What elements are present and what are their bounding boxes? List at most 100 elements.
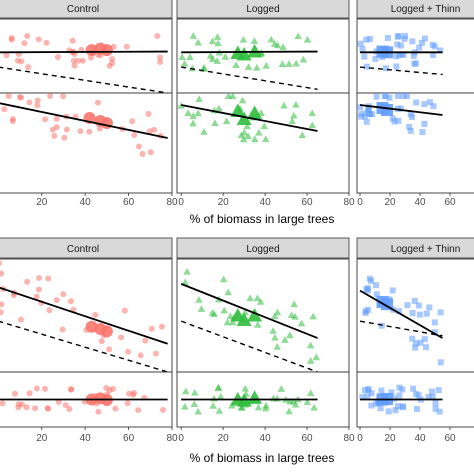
- scatter-point: [406, 124, 413, 131]
- x-tick-label: 20: [36, 433, 48, 444]
- scatter-point: [429, 393, 436, 400]
- scatter-point: [157, 58, 164, 65]
- scatter-point: [194, 407, 202, 415]
- scatter-point: [45, 275, 52, 282]
- scatter-point: [239, 35, 248, 43]
- scatter-point: [178, 53, 186, 60]
- scatter-point: [125, 348, 132, 355]
- mean-point: [236, 312, 252, 327]
- scatter-point: [208, 55, 217, 62]
- scatter-point: [214, 39, 222, 47]
- reference-dashed-line: [0, 66, 168, 94]
- mean-point: [381, 104, 393, 116]
- scatter-point: [181, 278, 189, 286]
- scatter-point: [359, 45, 366, 52]
- scatter-point: [75, 57, 82, 64]
- scatter-point: [181, 402, 189, 410]
- scatter-point: [182, 387, 190, 395]
- scatter-point: [432, 329, 439, 336]
- scatter-point: [237, 403, 246, 411]
- scatter-point: [96, 125, 103, 132]
- scatter-point: [297, 319, 306, 327]
- scatter-point: [145, 110, 152, 117]
- facet-strip: [356, 0, 474, 19]
- x-tick-label: 40: [260, 197, 272, 208]
- scatter-point: [25, 64, 32, 71]
- scatter-point: [303, 398, 312, 405]
- scatter-point: [391, 395, 398, 402]
- x-tick-label: 0: [357, 433, 363, 444]
- mean-point: [236, 47, 252, 61]
- mean-point: [247, 44, 263, 58]
- scatter-point: [291, 312, 299, 320]
- scatter-point: [213, 57, 221, 64]
- scatter-point: [147, 149, 154, 156]
- scatter-point: [357, 104, 364, 111]
- scatter-point: [135, 143, 142, 150]
- scatter-point: [288, 117, 296, 125]
- scatter-point: [419, 129, 426, 136]
- scatter-point: [431, 319, 438, 326]
- scatter-point: [436, 408, 443, 415]
- fit-line: [359, 104, 443, 116]
- scatter-point: [42, 116, 49, 123]
- scatter-point: [413, 405, 420, 412]
- reference-dashed-line: [359, 66, 443, 76]
- scatter-point: [421, 120, 428, 127]
- scatter-point: [26, 99, 33, 106]
- scatter-point: [437, 47, 444, 54]
- scatter-point: [429, 41, 436, 48]
- x-tick-label: 40: [414, 197, 426, 208]
- scatter-point: [61, 134, 68, 141]
- scatter-point: [180, 60, 189, 67]
- scatter-point: [189, 112, 197, 120]
- scatter-point: [269, 327, 277, 334]
- fit-line: [180, 283, 318, 339]
- scatter-point: [398, 51, 405, 58]
- scatter-point: [407, 111, 414, 118]
- scatter-point: [306, 341, 315, 349]
- scatter-point: [226, 312, 235, 320]
- scatter-point: [361, 387, 368, 394]
- scatter-point: [378, 387, 385, 394]
- scatter-point: [17, 316, 24, 323]
- scatter-point: [63, 126, 70, 133]
- x-tick-label: 40: [80, 433, 92, 444]
- x-tick-label: 80: [166, 433, 178, 444]
- scatter-point: [298, 131, 307, 139]
- scatter-point: [397, 105, 404, 112]
- scatter-point: [8, 35, 15, 42]
- scatter-point: [77, 128, 84, 135]
- scatter-point: [221, 53, 230, 60]
- scatter-point: [21, 40, 28, 47]
- scatter-point: [238, 96, 247, 104]
- facet-strip: [0, 237, 173, 259]
- scatter-point: [123, 43, 130, 50]
- scatter-point: [243, 122, 251, 130]
- scatter-point: [53, 297, 60, 304]
- scatter-point: [416, 311, 423, 318]
- scatter-point: [33, 385, 40, 392]
- scatter-point: [254, 403, 263, 411]
- x-tick-label: 40: [260, 433, 272, 444]
- scatter-point: [362, 309, 369, 316]
- scatter-point: [267, 35, 275, 43]
- scatter-point: [229, 318, 237, 326]
- scatter-point: [213, 33, 222, 40]
- scatter-point: [357, 40, 364, 47]
- scatter-point: [151, 126, 158, 133]
- scatter-point: [62, 402, 69, 409]
- scatter-point: [273, 41, 282, 49]
- scatter-point: [0, 301, 5, 308]
- scatter-point: [0, 270, 5, 277]
- scatter-point: [214, 383, 223, 391]
- scatter-point: [184, 109, 192, 116]
- scatter-point: [241, 308, 249, 316]
- scatter-point: [373, 93, 380, 100]
- scatter-point: [432, 400, 439, 407]
- scatter-point: [70, 57, 77, 64]
- scatter-point: [0, 260, 2, 266]
- scatter-point: [306, 356, 315, 364]
- scatter-point: [36, 275, 43, 282]
- scatter-point: [157, 54, 164, 61]
